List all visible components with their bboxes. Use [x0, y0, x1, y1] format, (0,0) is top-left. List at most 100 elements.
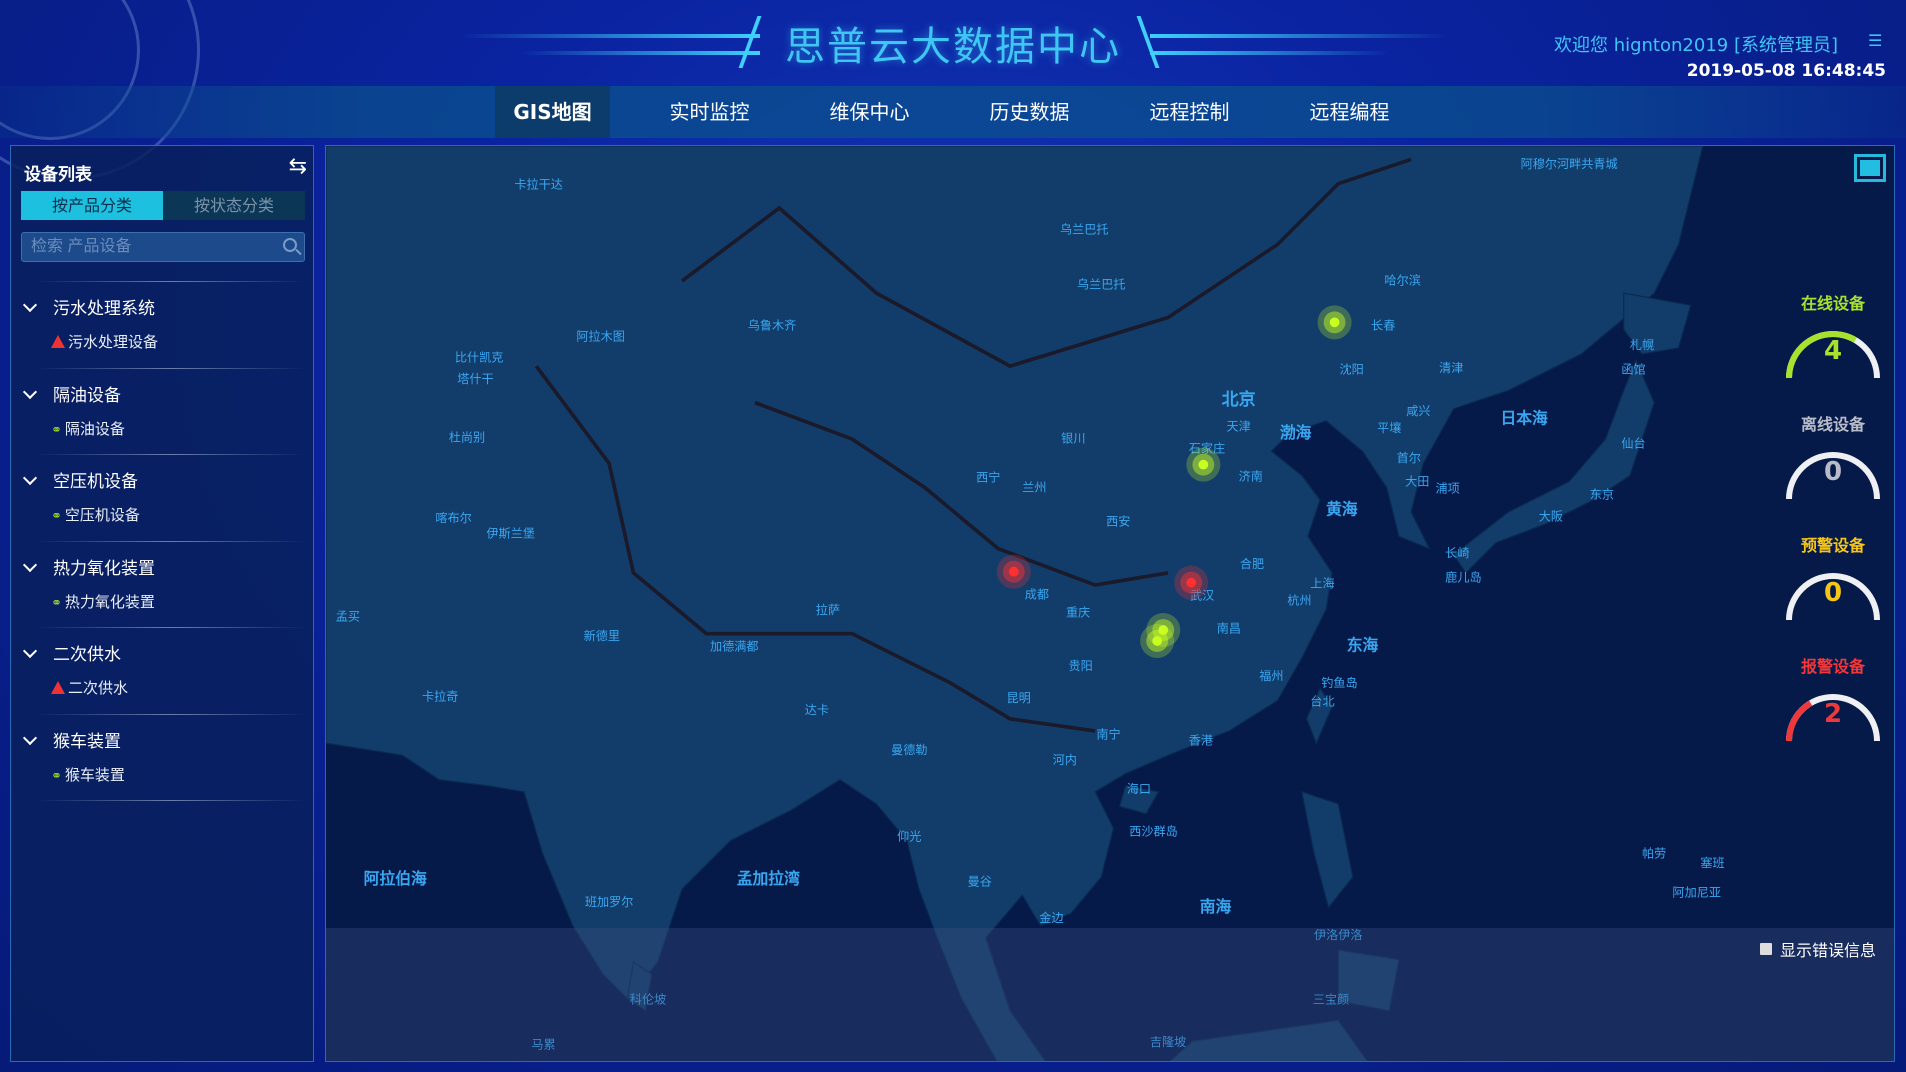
stat-gauge: 离线设备 0 — [1778, 411, 1888, 503]
map-label: 济南 — [1239, 468, 1263, 483]
map-label: 贵阳 — [1068, 659, 1092, 673]
device-item[interactable]: 二次供水 — [51, 677, 128, 698]
group-label: 空压机设备 — [53, 472, 138, 492]
map-label: 吉隆坡 — [1150, 1034, 1186, 1049]
device-label: 猴车装置 — [64, 765, 125, 784]
map-label: 乌兰巴托 — [1077, 276, 1126, 291]
group-header[interactable]: 猴车装置 — [21, 727, 121, 752]
map-label: 阿穆尔河畔共青城 — [1521, 156, 1618, 171]
list-icon[interactable]: ☰ — [1868, 31, 1883, 50]
map-label: 河内 — [1053, 753, 1077, 767]
map-label: 帕劳 — [1642, 845, 1666, 860]
map-label: 札幌 — [1630, 337, 1654, 352]
map-label: 长崎 — [1445, 546, 1469, 560]
map-label: 东海 — [1347, 636, 1379, 655]
tab-realtime-monitor[interactable]: 实时监控 — [669, 100, 750, 124]
swap-arrows-icon[interactable]: ⇆ — [288, 154, 307, 179]
gis-map[interactable]: 北京 天津 石家庄 济南 渤海 黄海 东海 南海 日本海 上海 杭州 合肥 武汉 南昌 福州 台北 香港 南宁 海口… — [325, 145, 1895, 1062]
map-label: 卡拉奇 — [422, 689, 458, 704]
stat-value: 0 — [1823, 457, 1843, 487]
tab-gis-map[interactable]: GIS地图 — [495, 86, 610, 138]
filter-tab-by-product[interactable]: 按产品分类 — [21, 191, 163, 220]
device-item[interactable]: 污水处理设备 — [51, 331, 158, 352]
map-label: 浦项 — [1435, 482, 1459, 496]
gauge-arc — [1786, 452, 1880, 500]
chevron-down-icon[interactable] — [22, 384, 38, 399]
checkbox[interactable] — [1759, 943, 1772, 955]
filter-tab-by-status[interactable]: 按状态分类 — [163, 191, 305, 220]
device-marker-online[interactable] — [1140, 623, 1175, 659]
device-marker-online[interactable] — [1186, 447, 1221, 482]
map-label: 武汉 — [1190, 589, 1214, 603]
map-label: 沈阳 — [1339, 361, 1363, 376]
gauge-arc — [1786, 331, 1880, 379]
map-label: 南昌 — [1217, 620, 1241, 635]
tab-remote-programming[interactable]: 远程编程 — [1309, 100, 1390, 124]
chevron-down-icon[interactable] — [22, 297, 38, 313]
show-errors-checkbox[interactable]: 显示错误信息 — [1759, 937, 1876, 961]
map-label: 西沙群岛 — [1129, 824, 1178, 839]
chevron-down-icon[interactable] — [22, 470, 38, 486]
map-label: 大阪 — [1539, 510, 1563, 524]
chevron-down-icon[interactable] — [22, 557, 38, 572]
map-label: 乌兰巴托 — [1060, 222, 1109, 237]
datetime: 2019-05-08 16:48:45 — [1686, 61, 1886, 81]
divider — [36, 713, 306, 715]
title-deco-line — [1150, 34, 1450, 38]
hokkaido — [1623, 292, 1692, 355]
map-label: 上海 — [1310, 575, 1334, 590]
device-marker-alarm[interactable] — [1174, 565, 1209, 600]
map-label: 西安 — [1106, 513, 1130, 528]
title-deco-line — [460, 34, 760, 38]
map-label: 班加罗尔 — [585, 894, 634, 909]
tab-maintenance[interactable]: 维保中心 — [829, 100, 910, 124]
map-label: 新德里 — [584, 628, 620, 643]
link-icon: ⚭ — [51, 768, 62, 784]
country-border — [680, 157, 1412, 369]
stat-label: 离线设备 — [1800, 415, 1865, 434]
divider — [36, 281, 306, 282]
group-header[interactable]: 热力氧化装置 — [21, 554, 155, 579]
map-label: 首尔 — [1397, 450, 1421, 465]
map-label: 合肥 — [1240, 556, 1264, 571]
device-marker-online[interactable] — [1317, 305, 1352, 340]
group-header[interactable]: 隔油设备 — [21, 381, 121, 406]
fullscreen-icon[interactable] — [1854, 154, 1886, 182]
tab-history[interactable]: 历史数据 — [989, 100, 1070, 124]
map-label: 昆明 — [1007, 691, 1031, 705]
group-header[interactable]: 污水处理系统 — [21, 294, 155, 319]
mainland-asia — [326, 146, 1704, 1061]
gauge-fill — [1785, 700, 1813, 742]
link-icon: ⚭ — [51, 422, 62, 438]
map-label: 渤海 — [1280, 423, 1312, 442]
panel-title: 设备列表 — [24, 165, 92, 185]
search-field[interactable] — [21, 232, 305, 262]
search-icon[interactable] — [283, 238, 297, 252]
map-label: 日本海 — [1500, 408, 1548, 427]
map-label: 重庆 — [1066, 606, 1090, 620]
device-label: 二次供水 — [68, 679, 129, 697]
device-item[interactable]: ⚭ 热力氧化装置 — [51, 591, 155, 612]
warning-icon — [51, 681, 65, 694]
group-header[interactable]: 二次供水 — [21, 640, 121, 665]
device-item[interactable]: ⚭ 空压机设备 — [51, 504, 140, 525]
map-label: 海口 — [1127, 781, 1151, 796]
map-label: 清津 — [1439, 361, 1463, 375]
group-header[interactable]: 空压机设备 — [21, 467, 138, 492]
map-label: 大田 — [1405, 474, 1429, 488]
welcome-user[interactable]: 欢迎您 hignton2019 [系统管理员] — [1553, 35, 1838, 56]
tab-remote-control[interactable]: 远程控制 — [1149, 100, 1230, 124]
device-item[interactable]: ⚭ 猴车装置 — [51, 764, 125, 785]
chevron-down-icon[interactable] — [22, 730, 38, 745]
divider — [36, 627, 306, 628]
borneo — [1169, 1019, 1368, 1061]
map-label: 阿加尼亚 — [1672, 885, 1721, 899]
map-label: 成都 — [1025, 587, 1049, 601]
stat-label: 在线设备 — [1800, 294, 1865, 313]
device-item[interactable]: ⚭ 隔油设备 — [51, 418, 125, 439]
search-input[interactable] — [22, 233, 262, 261]
chevron-down-icon[interactable] — [22, 643, 38, 659]
device-marker-alarm[interactable] — [996, 554, 1031, 589]
hainan — [1118, 785, 1160, 815]
